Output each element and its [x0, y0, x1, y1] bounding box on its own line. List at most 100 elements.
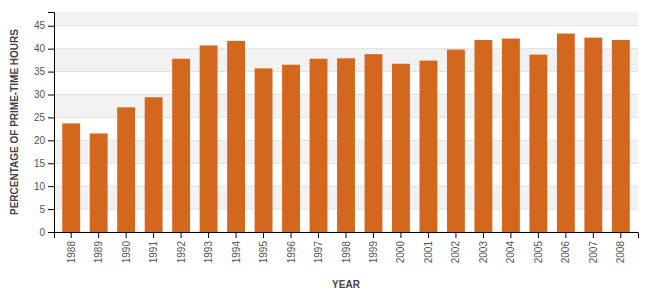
y-tick: 15: [34, 158, 54, 169]
x-tick-label: 1999: [368, 241, 379, 264]
bar: [310, 59, 328, 232]
x-tick-mark: [565, 232, 566, 238]
chart: 1988 1989 1990 1991 1992 1993 1994 1995 1996 1997…: [0, 0, 650, 294]
x-tick-label: 2004: [505, 241, 516, 264]
y-tick-mark: [48, 186, 54, 187]
bar: [117, 107, 135, 232]
x-tick: 1998: [341, 232, 352, 263]
x-tick: 2002: [450, 232, 461, 263]
x-tick-mark: [428, 232, 429, 238]
y-tick-label: 35: [34, 66, 46, 77]
x-tick: 2004: [505, 232, 516, 263]
x-tick-label: 2000: [395, 241, 406, 264]
x-tick: 1996: [286, 232, 297, 263]
x-tick-label: 1991: [148, 241, 159, 264]
x-tick: 1995: [258, 232, 269, 263]
y-tick-mark: [48, 95, 54, 96]
y-tick: 10: [34, 181, 54, 192]
x-tick-mark: [346, 232, 347, 238]
bar: [529, 55, 547, 232]
y-axis: 0 5 10 15 20 25 30 35 40 45: [34, 13, 55, 238]
x-tick-label: 2007: [588, 241, 599, 264]
y-tick: 40: [34, 43, 54, 54]
grid-band: [54, 12, 638, 26]
x-tick-mark: [181, 232, 182, 238]
y-tick: 35: [34, 66, 54, 77]
x-tick-mark: [153, 232, 154, 238]
x-tick: 2008: [615, 232, 626, 263]
x-tick-mark: [318, 232, 319, 238]
x-tick-label: 2001: [423, 241, 434, 264]
x-axis-title: YEAR: [332, 279, 361, 290]
x-tick: 2003: [478, 232, 489, 263]
y-tick-mark: [48, 232, 54, 233]
bar: [502, 39, 520, 232]
y-tick: 30: [34, 89, 54, 100]
x-tick-mark: [620, 232, 621, 238]
x-tick-mark: [71, 232, 72, 238]
y-tick-label: 0: [39, 227, 45, 238]
y-tick-mark: [48, 117, 54, 118]
y-axis-line: [48, 13, 55, 233]
x-tick-mark: [263, 232, 264, 238]
bar: [584, 38, 602, 232]
y-tick-label: 20: [34, 135, 46, 146]
bar: [612, 40, 630, 232]
plot: 1988 1989 1990 1991 1992 1993 1994 1995 1996 1997…: [34, 12, 639, 263]
x-tick-mark: [98, 232, 99, 238]
x-tick: 2006: [560, 232, 571, 263]
x-tick-mark: [236, 232, 237, 238]
x-axis: 1988 1989 1990 1991 1992 1993 1994 1995 1996 1997…: [55, 232, 639, 263]
x-tick: 1991: [148, 232, 159, 263]
x-tick: 2005: [533, 232, 544, 263]
x-tick-label: 2005: [533, 241, 544, 264]
x-tick-label: 1997: [313, 241, 324, 264]
x-tick: 1989: [93, 232, 104, 263]
bar: [200, 45, 218, 232]
x-tick-mark: [291, 232, 292, 238]
bar: [145, 97, 163, 232]
y-tick-label: 10: [34, 181, 46, 192]
grid: [54, 12, 638, 232]
x-tick-label: 2002: [450, 241, 461, 264]
bar: [227, 41, 245, 232]
x-tick-label: 1992: [176, 241, 187, 264]
y-tick-label: 45: [34, 20, 46, 31]
bar: [255, 68, 273, 232]
y-tick-mark: [48, 209, 54, 210]
x-tick-mark: [126, 232, 127, 238]
y-tick-mark: [48, 140, 54, 141]
y-tick-mark: [48, 163, 54, 164]
y-tick-label: 25: [34, 112, 46, 123]
bar: [420, 61, 438, 232]
x-tick: 1993: [203, 232, 214, 263]
y-tick: 20: [34, 135, 54, 146]
x-tick-label: 2003: [478, 241, 489, 264]
grid-line: [54, 25, 638, 26]
x-tick: 1992: [176, 232, 187, 263]
bar: [172, 59, 190, 232]
bar: [392, 64, 410, 232]
y-tick: 25: [34, 112, 54, 123]
y-tick-label: 5: [39, 204, 45, 215]
x-tick-mark: [510, 232, 511, 238]
x-tick-mark: [208, 232, 209, 238]
bar: [282, 65, 300, 232]
x-tick-label: 1995: [258, 241, 269, 264]
x-tick-mark: [373, 232, 374, 238]
bar: [62, 123, 80, 232]
x-tick: 2007: [588, 232, 599, 263]
y-tick-mark: [48, 26, 54, 27]
x-tick: 1997: [313, 232, 324, 263]
x-tick-label: 1990: [121, 241, 132, 264]
x-tick: 2001: [423, 232, 434, 263]
x-tick-label: 2006: [560, 241, 571, 264]
x-tick-label: 1988: [66, 241, 77, 264]
bar: [90, 133, 108, 232]
grid-line: [54, 48, 638, 49]
x-tick: 1999: [368, 232, 379, 263]
x-tick-mark: [400, 232, 401, 238]
x-tick-label: 1996: [286, 241, 297, 264]
x-tick-mark: [538, 232, 539, 238]
x-tick: 1994: [231, 232, 242, 263]
